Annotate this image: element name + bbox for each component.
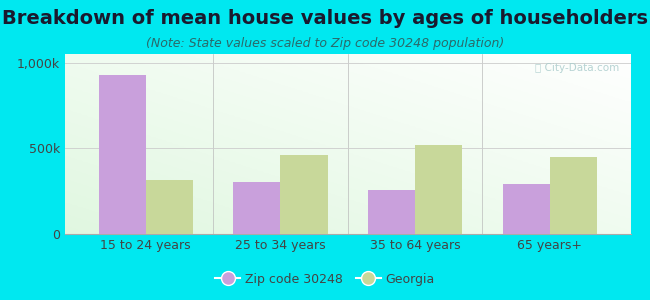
Text: ⓘ City-Data.com: ⓘ City-Data.com <box>535 63 619 73</box>
Bar <box>415 145 462 234</box>
Bar <box>368 190 415 234</box>
Text: (Note: State values scaled to Zip code 30248 population): (Note: State values scaled to Zip code 3… <box>146 38 504 50</box>
Bar <box>146 180 193 234</box>
Bar <box>280 155 328 234</box>
Bar <box>99 75 146 234</box>
Bar <box>233 182 280 234</box>
Legend: Zip code 30248, Georgia: Zip code 30248, Georgia <box>210 268 440 291</box>
Bar <box>550 157 597 234</box>
Bar <box>502 184 550 234</box>
Text: Breakdown of mean house values by ages of householders: Breakdown of mean house values by ages o… <box>2 9 648 28</box>
